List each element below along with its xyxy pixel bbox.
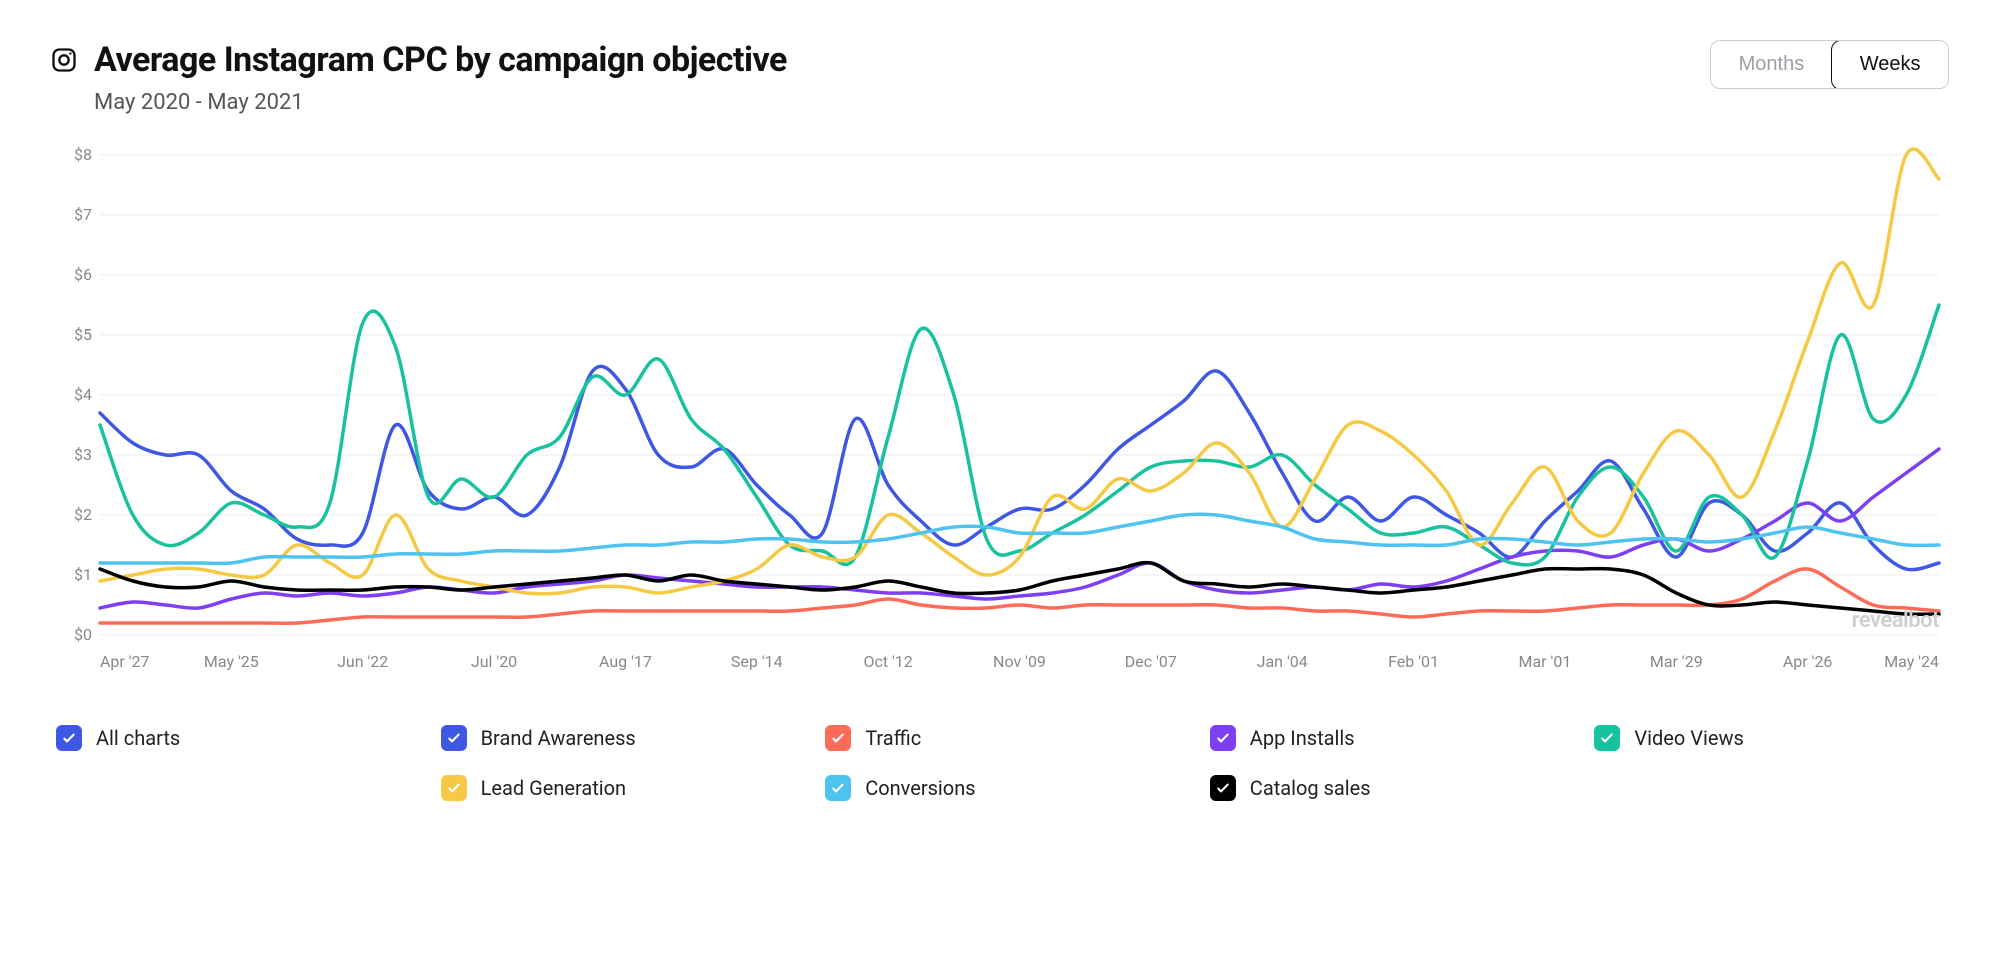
svg-text:$5: $5 <box>74 325 92 344</box>
legend-label: Lead Generation <box>481 776 627 800</box>
date-range: May 2020 - May 2021 <box>94 90 787 115</box>
header: Average Instagram CPC by campaign object… <box>50 40 1949 115</box>
svg-text:$7: $7 <box>74 205 92 224</box>
series-video_views <box>100 305 1939 565</box>
legend-checkbox-all[interactable] <box>56 725 82 751</box>
legend-checkbox-conversions[interactable] <box>825 775 851 801</box>
svg-text:May '25: May '25 <box>204 652 259 671</box>
legend-label: Conversions <box>865 776 975 800</box>
toggle-weeks[interactable]: Weeks <box>1831 40 1949 89</box>
svg-text:Jan '04: Jan '04 <box>1257 652 1308 671</box>
svg-text:$4: $4 <box>74 385 92 404</box>
legend-checkbox-video_views[interactable] <box>1594 725 1620 751</box>
title-block: Average Instagram CPC by campaign object… <box>50 40 787 115</box>
svg-text:Jun '22: Jun '22 <box>337 652 388 671</box>
svg-text:$8: $8 <box>74 145 92 164</box>
legend-item-catalog_sales[interactable]: Catalog sales <box>1210 775 1565 801</box>
legend-checkbox-traffic[interactable] <box>825 725 851 751</box>
legend-checkbox-brand_awareness[interactable] <box>441 725 467 751</box>
svg-text:Dec '07: Dec '07 <box>1125 652 1177 671</box>
period-toggle: Months Weeks <box>1710 40 1949 89</box>
legend-label: Traffic <box>865 726 921 750</box>
legend-item-brand_awareness[interactable]: Brand Awareness <box>441 725 796 751</box>
legend: All charts Brand Awareness Traffic App Inst… <box>50 725 1949 801</box>
svg-text:Nov '09: Nov '09 <box>993 652 1046 671</box>
watermark: revealbot <box>1852 608 1939 633</box>
legend-item-lead_generation[interactable]: Lead Generation <box>441 775 796 801</box>
legend-label: Catalog sales <box>1250 776 1371 800</box>
svg-text:Sep '14: Sep '14 <box>731 652 783 671</box>
legend-checkbox-catalog_sales[interactable] <box>1210 775 1236 801</box>
chart: $0 $1 $2 $3 $4 $5 $6 $7 $8 Apr '27 May '25 Jun '22 J… <box>50 145 1949 685</box>
svg-text:Jul '20: Jul '20 <box>471 652 517 671</box>
legend-item-traffic[interactable]: Traffic <box>825 725 1180 751</box>
legend-label: Brand Awareness <box>481 726 636 750</box>
page-title: Average Instagram CPC by campaign object… <box>94 40 787 80</box>
svg-text:$1: $1 <box>74 565 92 584</box>
legend-label: All charts <box>96 726 180 750</box>
legend-checkbox-app_installs[interactable] <box>1210 725 1236 751</box>
svg-text:Apr '26: Apr '26 <box>1783 652 1833 671</box>
instagram-icon <box>50 46 78 74</box>
svg-text:$2: $2 <box>74 505 92 524</box>
svg-text:$0: $0 <box>74 625 92 644</box>
legend-item-all[interactable]: All charts <box>56 725 411 751</box>
toggle-months[interactable]: Months <box>1711 41 1833 88</box>
svg-text:Apr '27: Apr '27 <box>100 652 150 671</box>
legend-checkbox-lead_generation[interactable] <box>441 775 467 801</box>
svg-text:May '24: May '24 <box>1884 652 1939 671</box>
svg-text:Mar '29: Mar '29 <box>1650 652 1703 671</box>
svg-text:$6: $6 <box>74 265 92 284</box>
svg-text:Feb '01: Feb '01 <box>1388 652 1439 671</box>
chart-svg: $0 $1 $2 $3 $4 $5 $6 $7 $8 Apr '27 May '25 Jun '22 J… <box>50 145 1949 685</box>
svg-text:Mar '01: Mar '01 <box>1519 652 1572 671</box>
svg-text:$3: $3 <box>74 445 92 464</box>
svg-text:Oct '12: Oct '12 <box>863 652 912 671</box>
legend-label: App Installs <box>1250 726 1355 750</box>
legend-item-conversions[interactable]: Conversions <box>825 775 1180 801</box>
legend-item-app_installs[interactable]: App Installs <box>1210 725 1565 751</box>
series-lead_generation <box>100 149 1939 594</box>
legend-item-video_views[interactable]: Video Views <box>1594 725 1949 751</box>
svg-text:Aug '17: Aug '17 <box>599 652 652 671</box>
legend-label: Video Views <box>1634 726 1743 750</box>
